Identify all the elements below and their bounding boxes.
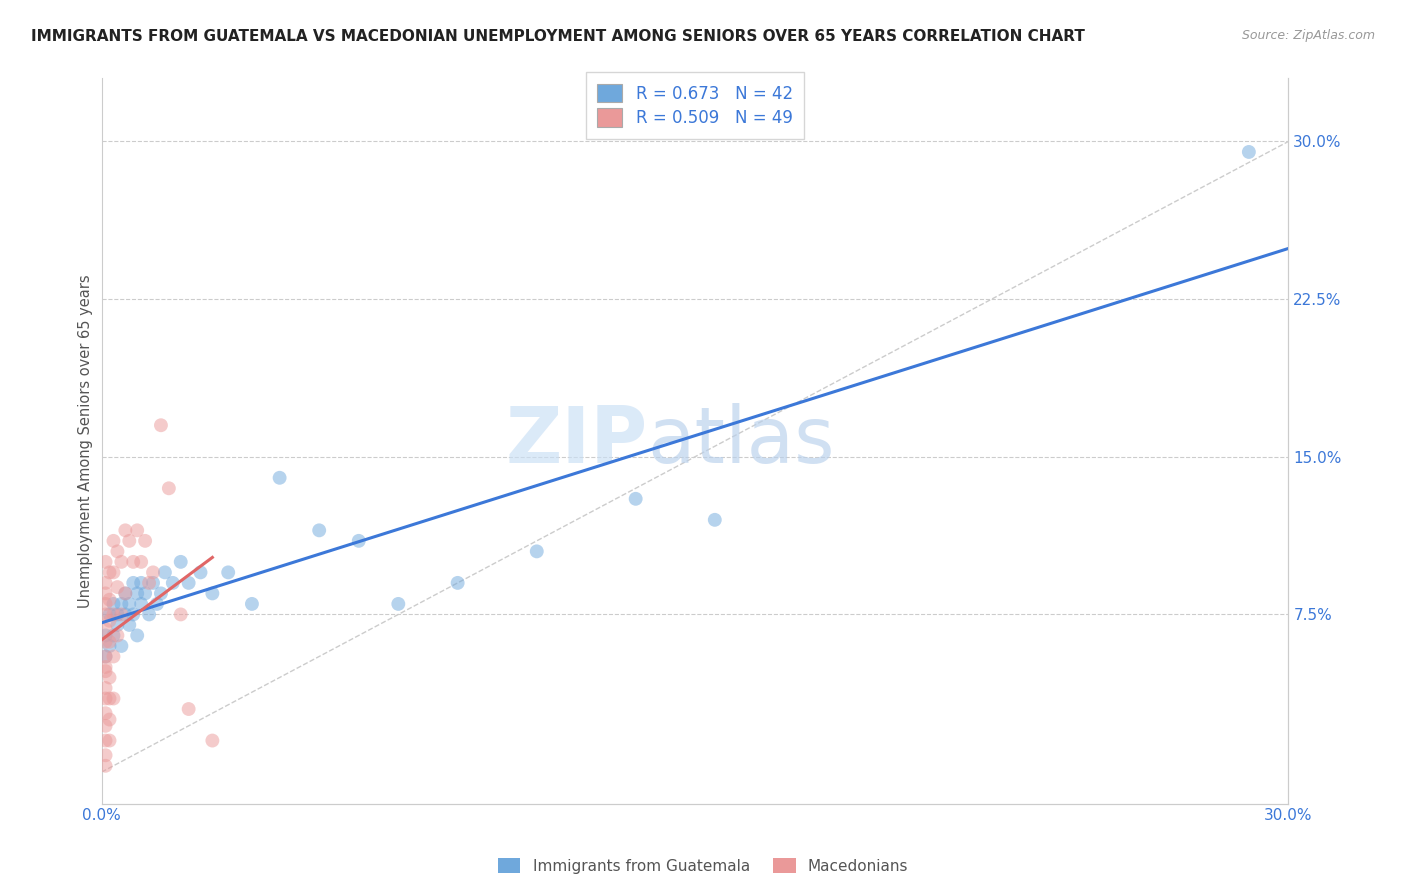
Point <box>1237 145 1260 159</box>
Text: Source: ZipAtlas.com: Source: ZipAtlas.com <box>1241 29 1375 42</box>
Point <box>103 607 125 622</box>
Point <box>98 691 121 706</box>
Point <box>170 607 193 622</box>
Point <box>703 513 725 527</box>
Point <box>201 586 224 600</box>
Point <box>98 733 121 747</box>
Point <box>149 418 172 433</box>
Point <box>94 691 117 706</box>
Point <box>118 618 141 632</box>
Point <box>138 575 160 590</box>
Point <box>107 607 129 622</box>
Point <box>110 607 132 622</box>
Text: atlas: atlas <box>648 403 835 479</box>
Point <box>114 607 136 622</box>
Text: IMMIGRANTS FROM GUATEMALA VS MACEDONIAN UNEMPLOYMENT AMONG SENIORS OVER 65 YEARS: IMMIGRANTS FROM GUATEMALA VS MACEDONIAN … <box>31 29 1085 44</box>
Legend: R = 0.673   N = 42, R = 0.509   N = 49: R = 0.673 N = 42, R = 0.509 N = 49 <box>586 72 804 139</box>
Point <box>98 713 121 727</box>
Legend: Immigrants from Guatemala, Macedonians: Immigrants from Guatemala, Macedonians <box>492 852 914 880</box>
Point <box>157 481 180 495</box>
Point <box>122 607 145 622</box>
Point <box>142 575 165 590</box>
Point <box>107 618 129 632</box>
Point <box>94 664 117 678</box>
Point <box>94 575 117 590</box>
Point <box>110 555 132 569</box>
Point <box>129 597 152 611</box>
Point <box>190 566 212 580</box>
Point <box>94 733 117 747</box>
Point <box>94 719 117 733</box>
Point <box>127 628 149 642</box>
Point <box>146 597 169 611</box>
Y-axis label: Unemployment Among Seniors over 65 years: Unemployment Among Seniors over 65 years <box>79 274 93 607</box>
Point <box>269 471 291 485</box>
Point <box>94 649 117 664</box>
Point <box>177 575 200 590</box>
Point <box>94 634 117 648</box>
Point <box>624 491 647 506</box>
Point <box>94 681 117 695</box>
Point <box>308 524 330 538</box>
Point <box>162 575 184 590</box>
Point <box>134 586 156 600</box>
Point <box>98 671 121 685</box>
Point <box>103 628 125 642</box>
Point <box>103 566 125 580</box>
Point <box>114 586 136 600</box>
Point <box>134 533 156 548</box>
Point <box>94 622 117 636</box>
Point <box>94 748 117 763</box>
Point <box>94 555 117 569</box>
Point <box>103 691 125 706</box>
Point <box>94 649 117 664</box>
Point <box>94 597 117 611</box>
Point <box>142 566 165 580</box>
Point <box>138 607 160 622</box>
Text: ZIP: ZIP <box>505 403 648 479</box>
Point <box>98 607 121 622</box>
Point <box>170 555 193 569</box>
Point <box>347 533 370 548</box>
Point <box>103 533 125 548</box>
Point <box>98 614 121 628</box>
Point <box>118 533 141 548</box>
Point <box>118 597 141 611</box>
Point <box>240 597 263 611</box>
Point <box>177 702 200 716</box>
Point <box>114 524 136 538</box>
Point <box>526 544 548 558</box>
Point <box>107 580 129 594</box>
Point <box>110 597 132 611</box>
Point <box>122 575 145 590</box>
Point <box>98 566 121 580</box>
Point <box>201 733 224 747</box>
Point <box>149 586 172 600</box>
Point <box>129 555 152 569</box>
Point <box>98 639 121 653</box>
Point <box>94 586 117 600</box>
Point <box>94 628 117 642</box>
Point <box>446 575 468 590</box>
Point <box>98 592 121 607</box>
Point <box>114 586 136 600</box>
Point <box>387 597 409 611</box>
Point <box>127 586 149 600</box>
Point <box>129 575 152 590</box>
Point <box>94 706 117 721</box>
Point <box>94 607 117 622</box>
Point <box>153 566 176 580</box>
Point <box>107 628 129 642</box>
Point <box>98 634 121 648</box>
Point <box>127 524 149 538</box>
Point <box>103 597 125 611</box>
Point <box>217 566 239 580</box>
Point <box>94 660 117 674</box>
Point <box>122 555 145 569</box>
Point <box>94 758 117 772</box>
Point <box>107 544 129 558</box>
Point <box>110 639 132 653</box>
Point <box>103 649 125 664</box>
